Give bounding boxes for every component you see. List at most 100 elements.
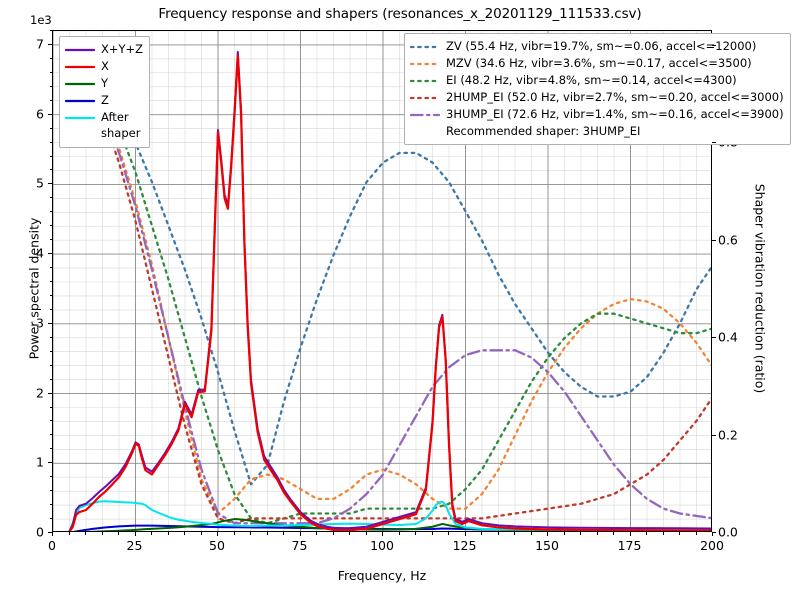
y-tick-label: 2 bbox=[36, 385, 44, 401]
series-x bbox=[68, 54, 711, 531]
y-tick-label: 6 bbox=[36, 106, 44, 122]
y-tick-mark bbox=[48, 392, 52, 394]
x-minor-tick-mark bbox=[233, 532, 235, 535]
x-minor-tick-mark bbox=[349, 532, 350, 535]
legend-line-sample-icon bbox=[410, 55, 440, 72]
y-minor-tick-mark bbox=[49, 211, 52, 213]
page-title: Frequency response and shapers (resonanc… bbox=[158, 6, 642, 22]
x-tick-mark bbox=[134, 532, 136, 536]
x-minor-tick-mark bbox=[580, 532, 581, 535]
x-tick-label: 150 bbox=[535, 538, 559, 553]
y-tick-mark-right bbox=[712, 44, 716, 46]
y-axis-tick-labels-left: 0 1 2 3 4 5 6 7 bbox=[0, 0, 44, 600]
legend-item-3hump-ei[interactable]: 3HUMP_EI (72.6 Hz, vibr=1.4%, sm~=0.16, … bbox=[410, 106, 784, 123]
legend-line-sample-icon bbox=[410, 72, 440, 89]
y-tick-label-right: 0.4 bbox=[718, 329, 738, 345]
y-minor-tick-mark bbox=[49, 169, 52, 171]
y-minor-tick-mark bbox=[49, 155, 52, 157]
legend-shapers: ZV (55.4 Hz, vibr=19.7%, sm~=0.06, accel… bbox=[404, 33, 791, 145]
x-minor-tick-mark bbox=[283, 532, 284, 535]
x-minor-tick-mark bbox=[415, 532, 416, 535]
legend-item-label: Y bbox=[101, 76, 109, 90]
y-tick-mark-right bbox=[712, 142, 716, 144]
y-minor-tick-mark bbox=[49, 308, 52, 310]
x-minor-tick-mark bbox=[530, 532, 532, 535]
x-minor-tick-mark bbox=[151, 532, 152, 535]
y-minor-tick-mark bbox=[49, 378, 52, 380]
y-minor-tick-mark bbox=[49, 364, 52, 366]
x-minor-tick-mark bbox=[365, 532, 367, 535]
y-tick-label-right: 0.6 bbox=[718, 232, 738, 248]
x-tick-mark bbox=[299, 532, 301, 536]
x-tick-label: 100 bbox=[370, 538, 394, 553]
x-minor-tick-mark bbox=[101, 532, 103, 535]
x-tick-label: 25 bbox=[126, 538, 143, 553]
x-minor-tick-mark bbox=[497, 532, 499, 535]
legend-item-2hump-ei[interactable]: 2HUMP_EI (52.0 Hz, vibr=2.7%, sm~=0.20, … bbox=[410, 89, 784, 106]
legend-item-x-y-z[interactable]: X+Y+Z bbox=[65, 41, 143, 58]
legend-item-label: X+Y+Z bbox=[101, 42, 144, 56]
legend-line-sample-icon bbox=[65, 41, 95, 58]
legend-item-x[interactable]: X bbox=[65, 58, 143, 75]
x-tick-mark bbox=[52, 532, 53, 536]
x-minor-tick-mark bbox=[118, 532, 119, 535]
y-minor-tick-mark bbox=[49, 85, 52, 87]
x-minor-tick-mark bbox=[613, 532, 614, 535]
legend-item-z[interactable]: Z bbox=[65, 92, 143, 109]
series-after-shaper bbox=[68, 500, 711, 531]
y-tick-mark bbox=[48, 462, 52, 464]
x-axis-title: Frequency, Hz bbox=[337, 568, 427, 583]
legend-line-sample-icon bbox=[65, 92, 95, 109]
legend-item-label: Z bbox=[101, 93, 109, 107]
legend-item-zv[interactable]: ZV (55.4 Hz, vibr=19.7%, sm~=0.06, accel… bbox=[410, 38, 784, 55]
legend-line-sample-icon bbox=[410, 106, 440, 123]
y-minor-tick-mark bbox=[49, 197, 52, 199]
x-minor-tick-mark bbox=[431, 532, 433, 535]
series-2hump-ei bbox=[68, 44, 711, 525]
y-tick-label: 5 bbox=[36, 175, 44, 191]
x-minor-tick-mark bbox=[332, 532, 334, 535]
series-3hump-ei bbox=[68, 44, 711, 525]
y-tick-mark bbox=[48, 532, 52, 533]
x-minor-tick-mark bbox=[563, 532, 565, 535]
x-minor-tick-mark bbox=[85, 532, 86, 535]
legend-item-after-shaper[interactable]: After shaper bbox=[65, 109, 143, 143]
legend-item-y[interactable]: Y bbox=[65, 75, 143, 92]
y-minor-tick-mark bbox=[49, 350, 52, 352]
y-minor-tick-mark bbox=[49, 57, 52, 59]
y-tick-mark-right bbox=[712, 239, 716, 241]
legend-item-mzv[interactable]: MZV (34.6 Hz, vibr=3.6%, sm~=0.17, accel… bbox=[410, 55, 784, 72]
legend-axes: X+Y+Z X Y Z After shaper bbox=[59, 36, 151, 148]
y-minor-tick-mark bbox=[49, 127, 52, 129]
y-tick-label-right: 0.2 bbox=[718, 427, 738, 443]
legend-item-label: 2HUMP_EI (52.0 Hz, vibr=2.7%, sm~=0.20, … bbox=[446, 90, 784, 104]
data-curves bbox=[68, 44, 711, 531]
y-tick-mark bbox=[48, 113, 52, 115]
x-tick-mark bbox=[547, 532, 548, 536]
y-tick-label: 0 bbox=[36, 524, 44, 540]
x-minor-tick-mark bbox=[481, 532, 482, 535]
y-tick-mark-right bbox=[712, 337, 716, 339]
x-tick-label: 175 bbox=[617, 538, 642, 553]
y-minor-tick-mark bbox=[49, 225, 52, 227]
y-minor-tick-mark bbox=[49, 420, 52, 422]
legend-line-sample-icon bbox=[65, 58, 95, 75]
x-tick-mark bbox=[712, 532, 713, 536]
y-tick-label: 7 bbox=[36, 36, 44, 52]
legend-line-sample-icon bbox=[65, 109, 95, 126]
y-minor-tick-mark bbox=[49, 141, 52, 143]
x-tick-mark bbox=[382, 532, 383, 536]
y-minor-tick-mark bbox=[49, 281, 52, 282]
x-minor-tick-mark bbox=[448, 532, 449, 535]
recommended-shaper-note: Recommended shaper: 3HUMP_EI bbox=[446, 124, 641, 138]
y-tick-label: 3 bbox=[36, 315, 44, 331]
legend-item-label: MZV (34.6 Hz, vibr=3.6%, sm~=0.17, accel… bbox=[446, 56, 752, 70]
legend-item-label: After shaper bbox=[101, 110, 141, 140]
y-tick-mark bbox=[48, 322, 52, 324]
x-tick-label: 75 bbox=[291, 538, 308, 553]
x-tick-label: 0 bbox=[48, 538, 56, 553]
legend-item-ei[interactable]: EI (48.2 Hz, vibr=4.8%, sm~=0.14, accel<… bbox=[410, 72, 784, 89]
y-minor-tick-mark bbox=[49, 476, 52, 478]
y-minor-tick-mark bbox=[49, 448, 52, 450]
